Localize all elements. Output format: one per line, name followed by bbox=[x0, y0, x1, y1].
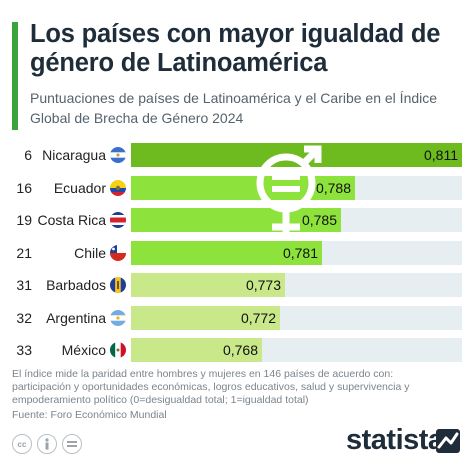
category-label: Argentina bbox=[46, 309, 106, 326]
bar-row: 6 Nicaragua 0,811 bbox=[0, 142, 474, 168]
chart-subtitle: Puntuaciones de países de Latinoamérica … bbox=[30, 90, 438, 126]
gender-equality-icon bbox=[256, 145, 322, 241]
flag-ecuador-icon bbox=[110, 179, 126, 196]
bar-chart: 6 Nicaragua 0,811 16 Ecuador 0,788 19 Costa Ric… bbox=[0, 142, 474, 366]
license-icons: cc bbox=[12, 434, 82, 456]
flag-costa-rica-icon bbox=[110, 212, 126, 228]
bar bbox=[131, 175, 355, 200]
data-label: 0,781 bbox=[282, 244, 318, 261]
bar bbox=[131, 208, 341, 232]
flag-nicaragua-icon bbox=[110, 147, 126, 163]
flag-barbados-icon bbox=[110, 277, 126, 293]
data-label: 0,773 bbox=[245, 277, 281, 293]
bar bbox=[131, 305, 280, 330]
data-label: 0,785 bbox=[301, 212, 337, 228]
flag-argentina-icon bbox=[110, 309, 126, 326]
data-label: 0,788 bbox=[315, 179, 351, 196]
bar-row: 21 Chile 0,781 bbox=[0, 240, 474, 266]
bar-row: 32 Argentina 0,772 bbox=[0, 305, 474, 331]
statista-logo-icon bbox=[436, 429, 460, 453]
rank-label: 33 bbox=[16, 342, 32, 358]
rank-label: 16 bbox=[16, 179, 32, 196]
category-label: Nicaragua bbox=[42, 147, 106, 163]
info-icon[interactable] bbox=[37, 434, 57, 454]
data-label: 0,768 bbox=[222, 342, 258, 358]
rank-label: 6 bbox=[24, 147, 32, 163]
rank-label: 31 bbox=[16, 277, 32, 293]
bar-row: 19 Costa Rica 0,785 bbox=[0, 207, 474, 233]
bar bbox=[131, 240, 322, 265]
flag-mexico-icon bbox=[110, 342, 126, 358]
rank-label: 21 bbox=[16, 244, 32, 261]
cc-icon[interactable]: cc bbox=[12, 434, 32, 454]
bar bbox=[131, 273, 285, 297]
bar-row: 16 Ecuador 0,788 bbox=[0, 175, 474, 201]
title-accent-bar bbox=[12, 22, 18, 130]
bar-row: 31 Barbados 0,773 bbox=[0, 272, 474, 298]
rank-label: 32 bbox=[16, 309, 32, 326]
category-label: Barbados bbox=[46, 277, 106, 293]
rank-label: 19 bbox=[16, 212, 32, 228]
statista-logo-text[interactable]: statista bbox=[346, 424, 444, 456]
data-label: 0,811 bbox=[424, 147, 458, 163]
category-label: Costa Rica bbox=[37, 212, 106, 228]
chart-title: Los países con mayor igualdad de género … bbox=[30, 20, 441, 77]
source-note: Fuente: Foro Económico Mundial bbox=[12, 409, 167, 421]
flag-chile-icon bbox=[110, 244, 126, 261]
equals-icon[interactable] bbox=[62, 434, 82, 454]
footnote: El índice mide la paridad entre hombres … bbox=[12, 368, 410, 406]
bar-row: 33 México 0,768 bbox=[0, 337, 474, 363]
bar bbox=[131, 338, 262, 362]
data-label: 0,772 bbox=[240, 309, 276, 326]
category-label: Chile bbox=[74, 244, 106, 261]
category-label: Ecuador bbox=[53, 179, 106, 196]
category-label: México bbox=[61, 342, 106, 358]
